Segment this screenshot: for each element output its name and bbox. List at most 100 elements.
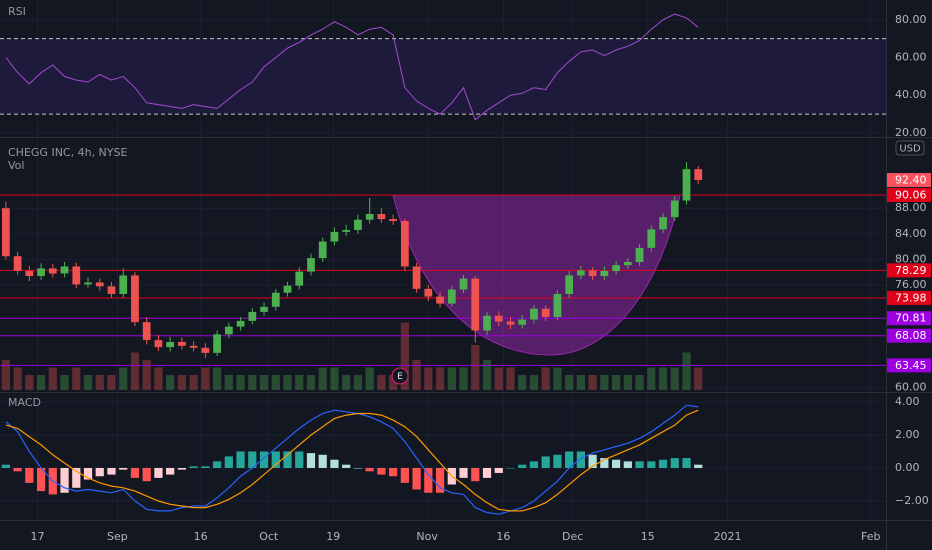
macd-histogram-bar [541, 456, 550, 468]
candle-body [623, 261, 632, 266]
macd-histogram-bar [518, 464, 527, 468]
candle-body [178, 341, 186, 346]
macd-histogram-bar [342, 464, 351, 468]
macd-histogram-bar [471, 467, 480, 482]
level-label: 63.45 [895, 359, 927, 372]
level-label: 73.98 [895, 291, 927, 304]
macd-histogram-bar [553, 454, 562, 468]
volume-bar [447, 367, 456, 390]
volume-bar [365, 367, 374, 390]
level-label: 68.08 [895, 329, 927, 342]
candle-body [330, 231, 339, 242]
volume-bar [201, 367, 210, 390]
candle-body [307, 258, 315, 272]
candle-body [119, 275, 128, 294]
level-label: 92.40 [895, 174, 927, 187]
macd-histogram-bar [459, 467, 468, 478]
x-tick-label: 17 [31, 530, 45, 543]
macd-histogram-bar [682, 458, 691, 468]
y-tick-label: 40.00 [895, 88, 927, 101]
volume-bar [658, 367, 668, 390]
volume-bar [459, 367, 468, 390]
marks [0, 13, 886, 515]
x-tick-label: 15 [641, 530, 655, 543]
candle-body [424, 288, 433, 297]
macd-histogram-bar [330, 459, 339, 468]
y-tick-label: 76.00 [895, 278, 927, 291]
macd-histogram-bar [283, 451, 292, 468]
candle-body [506, 321, 515, 325]
macd-histogram-bar [25, 467, 34, 483]
macd-histogram-bar [623, 461, 632, 468]
macd-histogram-bar [647, 461, 656, 468]
macd-histogram-bar [635, 461, 644, 468]
volume-bar [318, 367, 327, 390]
macd-histogram-bar [377, 467, 386, 475]
volume-bar [482, 360, 492, 390]
volume-bar [1, 360, 10, 390]
candle-body [166, 341, 175, 348]
macd-histogram-bar [529, 461, 539, 468]
candle-body [260, 306, 268, 312]
candle-body [377, 213, 386, 220]
volume-bar [142, 360, 151, 390]
candle-body [682, 169, 691, 201]
candle-body [13, 256, 22, 271]
candle-body [84, 282, 92, 285]
candle-body [518, 319, 527, 325]
volume-bar [494, 367, 503, 390]
macd-histogram-bar [259, 451, 269, 468]
x-tick-label: Sep [107, 530, 128, 543]
earnings-marker[interactable] [391, 367, 409, 385]
volume-bar [259, 375, 269, 390]
y-tick-label: 20.00 [895, 126, 927, 139]
y-tick-label: 88.00 [895, 201, 927, 214]
macd-histogram-bar [212, 461, 222, 468]
currency-box[interactable] [895, 140, 925, 156]
volume-bar [471, 345, 480, 390]
earnings-label: E [397, 372, 403, 382]
volume-bar [623, 375, 632, 390]
volume-bar [635, 375, 644, 390]
macd-histogram-bar [306, 453, 316, 468]
candle-body [72, 266, 81, 285]
volume-title: Vol [8, 159, 24, 172]
candle-body [541, 308, 550, 318]
macd-histogram-bar [60, 467, 69, 493]
x-tick-label: Dec [562, 530, 583, 543]
y-tick-label: −2.00 [895, 494, 929, 507]
candle-body [60, 266, 69, 274]
cup-pattern [392, 194, 681, 356]
candle-body [635, 247, 644, 262]
volume-bar [518, 375, 527, 390]
candle-body [412, 266, 421, 289]
volume-bar [48, 367, 57, 390]
x-tick-label: 16 [496, 530, 510, 543]
candle-body [459, 278, 468, 290]
candle-body [283, 285, 292, 293]
candle-body [107, 286, 116, 294]
candle-body [48, 268, 57, 274]
level-badge [887, 263, 931, 278]
macd-histogram-bar [588, 454, 597, 468]
candle-body [659, 217, 667, 230]
candle-body [365, 213, 374, 220]
macd-title: MACD [8, 396, 41, 409]
level-badge [887, 358, 931, 373]
macd-histogram-bar [271, 451, 280, 468]
candle-body [318, 241, 327, 259]
macd-histogram-bar [224, 456, 233, 468]
macd-histogram-bar [365, 467, 374, 472]
x-tick-label: Feb [861, 530, 880, 543]
volume-bar [212, 367, 222, 390]
macd-histogram-bar [611, 459, 621, 468]
candle-body [588, 270, 597, 277]
macd-histogram-bar [435, 467, 445, 493]
candle-body [600, 270, 609, 277]
candle-body [389, 219, 397, 222]
macd-histogram-bar [400, 467, 409, 483]
candle-body [447, 289, 456, 304]
level-label: 78.29 [895, 264, 927, 277]
volume-bar [600, 375, 609, 390]
